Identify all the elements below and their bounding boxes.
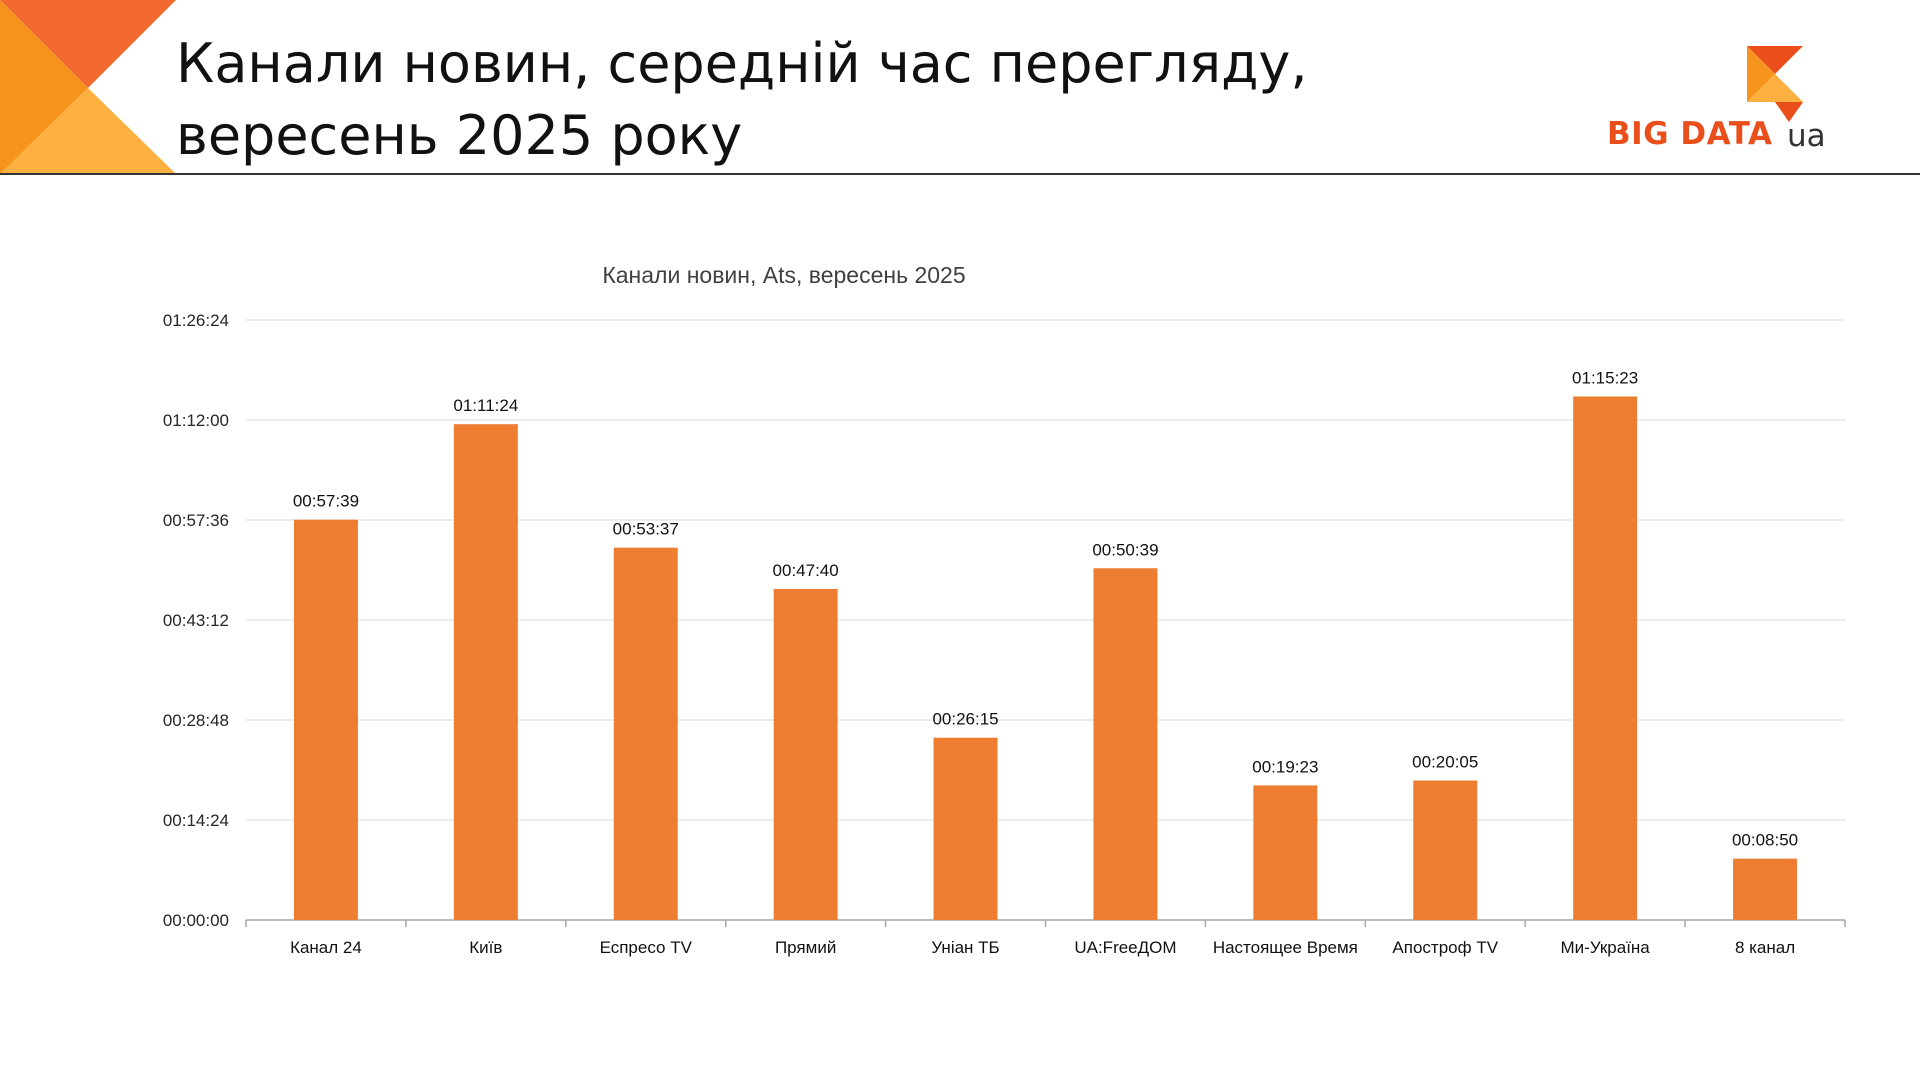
bar <box>293 519 358 920</box>
data-label: 00:19:23 <box>1252 757 1318 776</box>
data-label: 00:50:39 <box>1092 540 1158 559</box>
x-tick-label: Уніан ТБ <box>931 938 999 957</box>
bar <box>1413 780 1478 920</box>
logo-mark-icon <box>1747 46 1803 122</box>
data-label: 00:57:39 <box>293 492 359 511</box>
x-tick-label: Еспресо TV <box>600 938 693 957</box>
y-tick-label: 01:12:00 <box>163 411 229 430</box>
data-label: 00:26:15 <box>932 710 998 729</box>
chart-area: 00:00:00 00:14:24 00:28:48 00:43:12 00:57:36… <box>0 250 1920 980</box>
x-tick-label: Настоящее Время <box>1213 938 1358 957</box>
page-title-line-1: Канали новин, середній час перегляду, <box>176 32 1308 95</box>
bar <box>773 588 838 920</box>
data-label: 01:15:23 <box>1572 369 1638 388</box>
x-tick-label: Апостроф TV <box>1392 938 1498 957</box>
header-divider <box>0 173 1920 175</box>
header: Канали новин, середній час перегляду, ве… <box>0 0 1920 175</box>
x-tick-label: Ми-Україна <box>1561 938 1651 957</box>
chart-title: Канали новин, Ats, вересень 2025 <box>602 262 966 288</box>
bar <box>453 424 518 920</box>
data-label: 00:08:50 <box>1732 831 1798 850</box>
x-tick-label: Прямий <box>775 938 836 957</box>
x-tick-label: Канал 24 <box>290 938 362 957</box>
page-title-line-2: вересень 2025 року <box>176 104 743 167</box>
page-title: Канали новин, середній час перегляду, ве… <box>176 28 1308 172</box>
data-label: 00:20:05 <box>1412 753 1478 772</box>
y-tick-label: 01:26:24 <box>163 311 229 330</box>
y-tick-label: 00:43:12 <box>163 611 229 630</box>
data-label: 00:53:37 <box>613 520 679 539</box>
bar <box>1573 396 1638 920</box>
x-tick-label: UA:FreeДОМ <box>1074 938 1176 957</box>
bar <box>933 737 998 920</box>
y-tick-label: 00:57:36 <box>163 511 229 530</box>
bar <box>1253 785 1318 920</box>
bar-chart: 00:00:00 00:14:24 00:28:48 00:43:12 00:57:36… <box>163 311 1846 957</box>
x-tick-label: 8 канал <box>1735 938 1795 957</box>
bar <box>1733 858 1798 920</box>
data-label: 01:11:24 <box>453 396 518 415</box>
logo-text: BIG DATA <box>1607 116 1773 152</box>
y-tick-label: 00:14:24 <box>163 811 229 830</box>
y-tick-label: 00:00:00 <box>163 911 229 930</box>
bar <box>613 547 678 920</box>
y-tick-label: 00:28:48 <box>163 711 229 730</box>
logo-suffix: ua <box>1787 118 1826 154</box>
big-data-logo: BIG DATA ua <box>1605 46 1830 161</box>
bar <box>1093 568 1158 920</box>
x-tick-label: Київ <box>469 938 502 957</box>
corner-decoration <box>0 0 176 174</box>
data-label: 00:47:40 <box>773 561 839 580</box>
